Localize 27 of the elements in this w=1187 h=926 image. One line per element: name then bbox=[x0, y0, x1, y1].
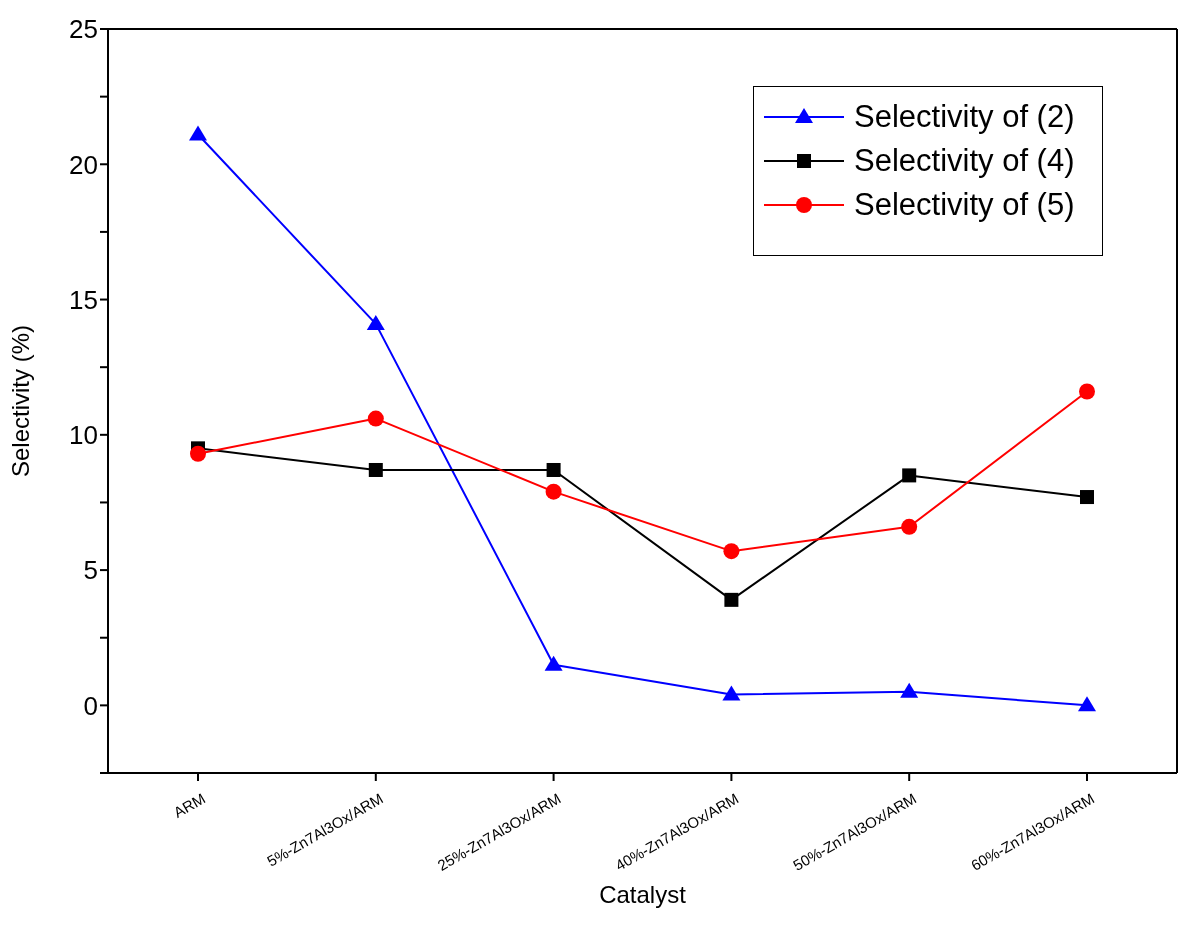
point bbox=[1079, 383, 1095, 400]
y-tick-label: 25 bbox=[69, 14, 98, 45]
point bbox=[545, 483, 562, 500]
point bbox=[723, 543, 740, 560]
x-tick-label: ARM bbox=[170, 789, 208, 821]
legend-label: Selectivity of (5) bbox=[854, 187, 1075, 223]
legend-label: Selectivity of (4) bbox=[854, 143, 1075, 179]
point bbox=[368, 462, 383, 477]
y-tick-label: 15 bbox=[69, 284, 98, 315]
point bbox=[722, 685, 741, 701]
y-tick-label: 5 bbox=[83, 555, 98, 586]
point bbox=[1078, 696, 1096, 712]
point bbox=[546, 462, 561, 477]
point bbox=[900, 682, 919, 698]
point bbox=[544, 655, 563, 671]
point bbox=[901, 518, 918, 535]
point bbox=[367, 410, 384, 427]
y-tick-label: 0 bbox=[83, 690, 98, 721]
point bbox=[724, 592, 739, 607]
y-axis-title: Selectivity (%) bbox=[6, 324, 34, 478]
point bbox=[1080, 490, 1094, 505]
y-tick-label: 10 bbox=[69, 420, 98, 451]
y-tick-label: 20 bbox=[69, 149, 98, 180]
x-axis-title: Catalyst bbox=[599, 881, 687, 908]
legend-label: Selectivity of (2) bbox=[854, 99, 1075, 135]
point bbox=[190, 445, 206, 462]
point bbox=[902, 468, 917, 483]
